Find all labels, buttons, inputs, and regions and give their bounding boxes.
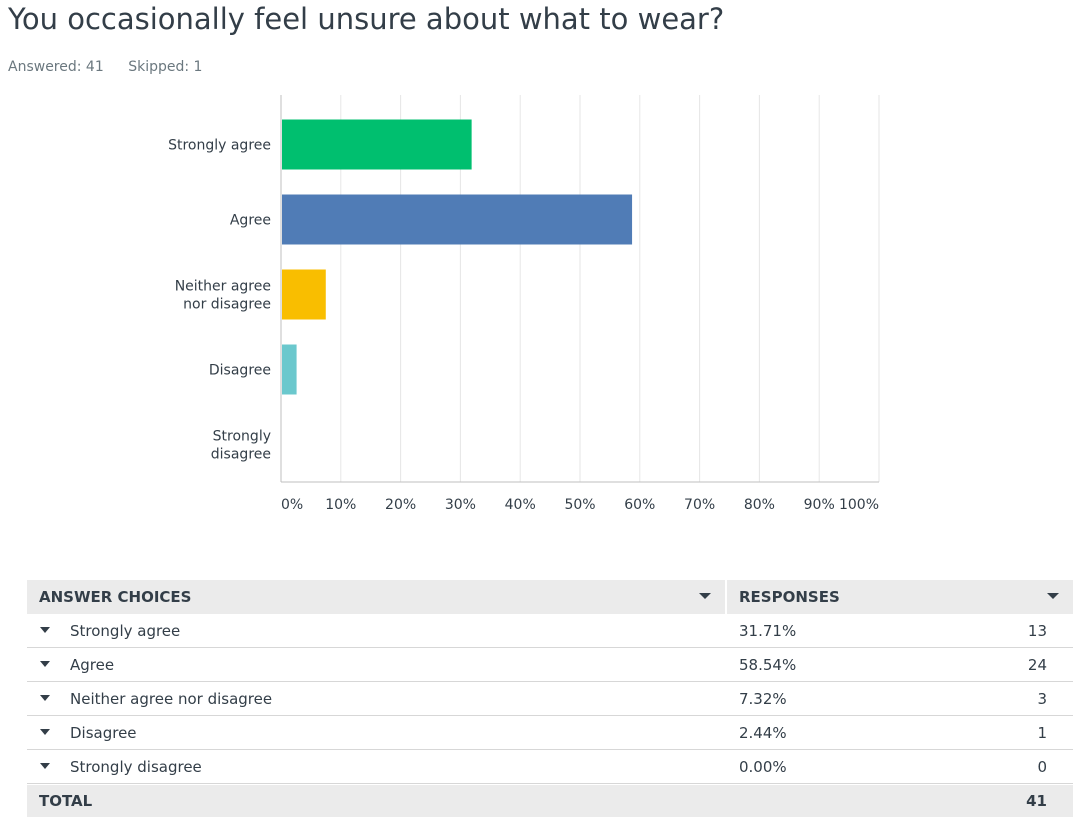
response-percent: 7.32% (739, 689, 787, 708)
sort-caret-icon[interactable] (1047, 593, 1059, 599)
table-row: Strongly disagree 0.00% 0 (27, 750, 1073, 784)
x-tick-label: 100% (839, 497, 879, 513)
table-row: Neither agree nor disagree 7.32% 3 (27, 682, 1073, 716)
x-tick-label: 20% (385, 497, 416, 513)
answer-table: ANSWER CHOICES RESPONSES Strongly agree … (27, 580, 1073, 817)
response-percent: 2.44% (739, 723, 787, 742)
response-count: 3 (1037, 689, 1047, 708)
category-label: disagree (211, 447, 271, 463)
total-count: 41 (1026, 792, 1047, 810)
table-row: Strongly agree 31.71% 13 (27, 614, 1073, 648)
choice-label: Strongly agree (70, 621, 181, 640)
total-row: TOTAL 41 (27, 785, 1073, 817)
bar-chart: 0% 10% 20% 30% 40% 50% 60% 70% 80% 90% 100% Strongl… (168, 95, 880, 513)
skipped-count: Skipped: 1 (128, 59, 203, 75)
category-label: Strongly (213, 429, 271, 445)
x-tick-label: 40% (505, 497, 536, 513)
response-count: 0 (1037, 757, 1047, 776)
response-count: 1 (1037, 723, 1047, 742)
choice-label: Agree (70, 655, 115, 674)
answered-count: Answered: 41 (8, 59, 104, 75)
x-tick-label: 80% (744, 497, 775, 513)
expand-caret-icon[interactable] (40, 694, 50, 701)
response-count: 13 (1027, 621, 1047, 640)
total-label: TOTAL (39, 792, 93, 810)
choice-label: Disagree (70, 723, 137, 742)
bar (282, 119, 472, 170)
category-label: Strongly agree (168, 138, 271, 154)
x-tick-label: 60% (624, 497, 655, 513)
question-title: You occasionally feel unsure about what … (8, 2, 725, 36)
responses-header[interactable]: RESPONSES (727, 580, 1073, 614)
bar (282, 194, 633, 245)
x-tick-label: 70% (684, 497, 715, 513)
expand-caret-icon[interactable] (40, 626, 50, 633)
sort-caret-icon[interactable] (699, 593, 711, 599)
bar (282, 344, 297, 395)
expand-caret-icon[interactable] (40, 660, 50, 667)
x-tick-label: 10% (325, 497, 356, 513)
answer-choices-header-label: ANSWER CHOICES (39, 588, 192, 606)
response-percent: 58.54% (739, 655, 797, 674)
x-tick-label: 30% (445, 497, 476, 513)
response-percent: 31.71% (739, 621, 797, 640)
category-label: nor disagree (183, 297, 271, 313)
category-label: Agree (230, 213, 271, 229)
x-tick-label: 90% (804, 497, 835, 513)
x-tick-label: 0% (281, 497, 303, 513)
choice-label: Neither agree nor disagree (70, 689, 273, 708)
response-stats: Answered: 41 Skipped: 1 (8, 59, 222, 75)
answer-choices-header[interactable]: ANSWER CHOICES (27, 580, 725, 614)
category-label: Neither agree (175, 279, 271, 295)
choice-label: Strongly disagree (70, 757, 202, 776)
response-percent: 0.00% (739, 757, 787, 776)
expand-caret-icon[interactable] (40, 762, 50, 769)
x-tick-label: 50% (564, 497, 595, 513)
category-label: Disagree (209, 363, 271, 379)
table-row: Agree 58.54% 24 (27, 648, 1073, 682)
response-count: 24 (1027, 655, 1047, 674)
table-header: ANSWER CHOICES RESPONSES (27, 580, 1073, 614)
table-row: Disagree 2.44% 1 (27, 716, 1073, 750)
expand-caret-icon[interactable] (40, 728, 50, 735)
responses-header-label: RESPONSES (739, 588, 840, 606)
bar (282, 269, 326, 320)
